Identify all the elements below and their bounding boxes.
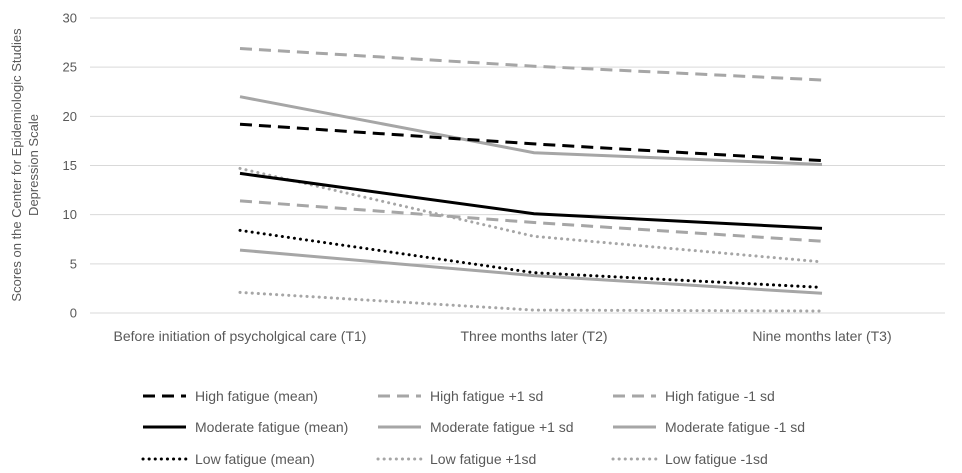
y-axis-title-line-1: Scores on the Center for Epidemiologic S… [9,28,24,302]
legend-label: Low fatigue (mean) [195,451,315,467]
y-tick-label: 5 [70,256,77,271]
legend-label: Moderate fatigue (mean) [195,419,348,435]
series-line-high-fatigue-mean [239,122,823,163]
series-line-moderate-fatigue-1-sd [239,248,823,295]
x-category-label: Nine months later (T3) [752,328,891,344]
y-tick-label: 30 [63,11,77,26]
legend-label: High fatigue -1 sd [665,388,775,404]
legend-label: Low fatigue +1sd [430,451,536,467]
x-category-label: Three months later (T2) [460,328,607,344]
legend-label: High fatigue +1 sd [430,388,543,404]
y-axis-title-line-2: Depression Scale [26,114,41,216]
series-line-moderate-fatigue-mean [239,171,823,230]
legend: High fatigue (mean) High fatigue +1 sd Hig… [141,388,805,467]
series-line-low-fatigue-1sd [238,290,824,313]
x-axis-categories: Before initiation of psycholgical care (… [114,328,892,344]
legend-label: Moderate fatigue -1 sd [665,419,805,435]
series-line-high-fatigue-1-sd [239,199,823,243]
series-line-moderate-fatigue-1-sd [239,95,823,166]
gridlines [90,17,945,314]
y-tick-label: 15 [63,158,77,173]
legend-label: High fatigue (mean) [195,388,318,404]
y-axis-ticks: 0 5 10 15 20 25 30 [63,11,77,321]
series-line-low-fatigue-mean [238,228,824,289]
y-tick-label: 0 [70,306,77,321]
series-lines [238,47,824,313]
y-tick-label: 20 [63,109,77,124]
y-tick-label: 25 [63,60,77,75]
x-category-label: Before initiation of psycholgical care (… [114,328,367,344]
series-line-high-fatigue-1-sd [239,47,823,82]
series-line-low-fatigue-1sd [238,166,824,264]
y-tick-label: 10 [63,207,77,222]
legend-label: Low fatigue -1sd [665,451,768,467]
legend-label: Moderate fatigue +1 sd [430,419,574,435]
